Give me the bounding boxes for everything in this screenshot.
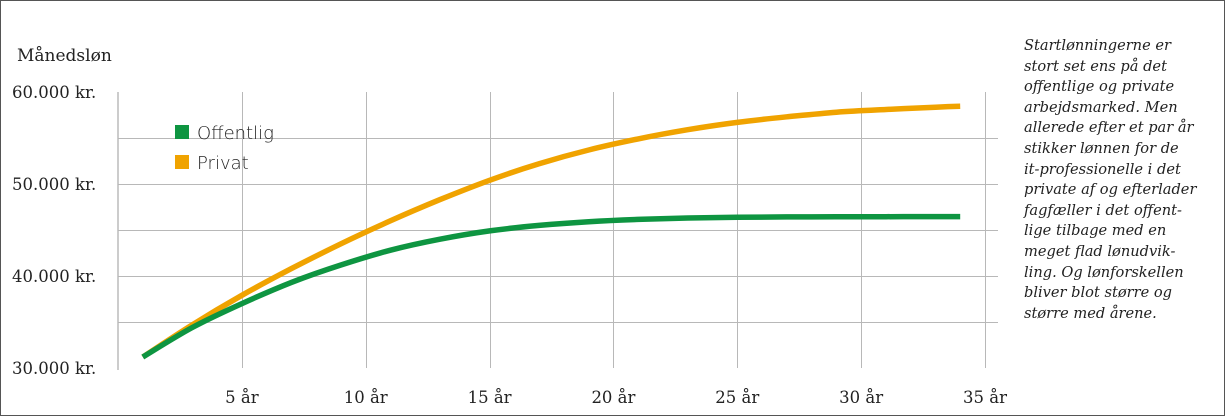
note-line: allerede efter et par år — [1024, 119, 1194, 137]
y-axis-title: Månedsløn — [17, 46, 112, 66]
note-line: offentlige og private — [1024, 78, 1175, 96]
x-tick-label: 30 år — [839, 388, 883, 407]
chart-note: Startlønningerne er stort set ens på det… — [1024, 36, 1216, 324]
note-line: stikker lønnen for de — [1024, 139, 1179, 157]
y-tick-label: 50.000 kr. — [12, 175, 96, 194]
note-line: arbejdsmarked. Men — [1024, 98, 1178, 116]
x-tick-label: 35 år — [963, 388, 1007, 407]
x-tick-label: 20 år — [591, 388, 635, 407]
note-line: meget flad lønudvik- — [1024, 242, 1176, 260]
series-line-privat — [141, 103, 961, 360]
x-tick-label: 25 år — [715, 388, 759, 407]
note-line: Startlønningerne er — [1024, 37, 1171, 54]
x-tick-label: 5 år — [225, 388, 259, 407]
note-line: it-professionelle i det — [1024, 160, 1181, 178]
note-line: fagfæller i det offent- — [1024, 201, 1182, 219]
series-line-offentlig — [141, 213, 961, 360]
legend-label-offentlig: Offentlig — [197, 123, 274, 144]
y-tick-label: 40.000 kr. — [12, 267, 96, 286]
note-line: ling. Og lønforskellen — [1024, 263, 1184, 281]
x-tick-label: 10 år — [344, 388, 388, 407]
legend-swatch-offentlig — [175, 125, 189, 139]
legend-swatch-privat — [175, 155, 189, 169]
note-line: private af og efterlader — [1024, 181, 1197, 199]
x-tick-label: 15 år — [468, 388, 512, 407]
note-line: større med årene. — [1024, 304, 1157, 322]
y-tick-label: 30.000 kr. — [12, 359, 96, 378]
y-tick-label: 60.000 kr. — [12, 83, 96, 102]
note-line: bliver blot større og — [1024, 284, 1172, 302]
note-line: stort set ens på det — [1024, 57, 1167, 75]
legend-label-privat: Privat — [197, 153, 249, 174]
note-line: lige tilbage med en — [1024, 222, 1167, 240]
